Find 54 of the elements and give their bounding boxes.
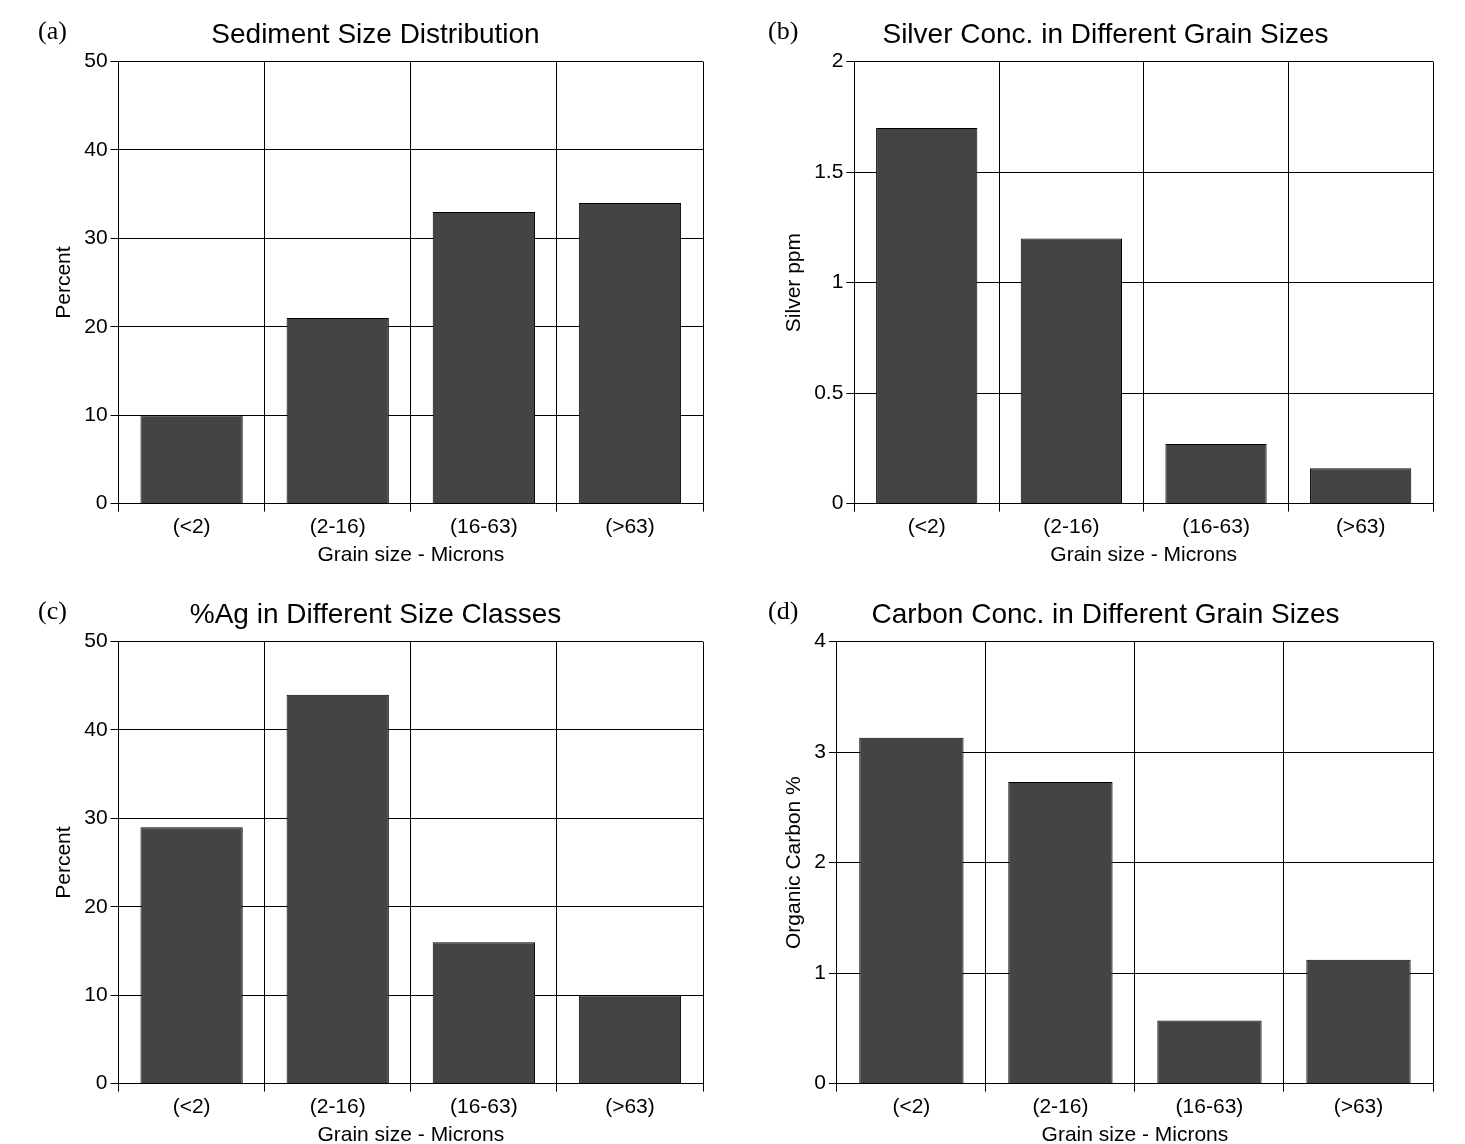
x-axis-title: Grain size - Microns [317, 542, 505, 566]
y-tick-label: 0 [831, 490, 844, 514]
x-tick-label: (2-16) [1043, 514, 1100, 537]
y-tick-label: 1.5 [814, 158, 844, 182]
y-tick-label: 1 [814, 959, 826, 983]
x-tick-label: (16-63) [1182, 514, 1250, 537]
y-tick-label: 2 [831, 48, 844, 72]
text: (b) [768, 16, 799, 46]
x-tick-label: (<2) [892, 1094, 931, 1117]
x-tick-label: (16-63) [449, 514, 518, 537]
y-tick-label: 3 [814, 738, 826, 762]
x-tick-label: (<2) [907, 514, 946, 537]
text: (d) [768, 596, 799, 626]
y-tick-label: 0.5 [814, 379, 844, 403]
y-axis-title: Organic Carbon % [781, 776, 805, 949]
y-tick-label: 50 [84, 48, 108, 72]
x-axis-title: Grain size - Microns [1041, 1122, 1229, 1144]
x-axis-title: Grain size - Microns [1050, 542, 1238, 566]
chart-title: Carbon Conc. in Different Grain Sizes [871, 597, 1340, 629]
x-tick-label: (<2) [172, 514, 211, 537]
y-tick-label: 0 [95, 1070, 108, 1094]
chart-title: Sediment Size Distribution [211, 17, 540, 49]
y-tick-label: 10 [84, 982, 108, 1005]
y-tick-label: 0 [814, 1070, 826, 1094]
x-tick-label: (2-16) [309, 514, 366, 537]
x-tick-label: (>63) [605, 514, 655, 537]
y-axis-title: Silver ppm [781, 233, 805, 333]
y-tick-label: 40 [84, 716, 108, 740]
chart-title: %Ag in Different Size Classes [189, 597, 562, 629]
x-tick-label: (16-63) [1175, 1094, 1244, 1117]
y-tick-label: 30 [84, 225, 108, 249]
x-tick-label: (2-16) [1032, 1094, 1089, 1117]
x-tick-label: (>63) [1335, 514, 1386, 537]
y-tick-label: 10 [84, 402, 108, 425]
chart-title: Silver Conc. in Different Grain Sizes [882, 17, 1329, 49]
x-tick-label: (>63) [1333, 1094, 1384, 1117]
x-tick-label: (>63) [605, 1094, 655, 1117]
x-tick-label: (16-63) [449, 1094, 518, 1117]
y-tick-label: 20 [84, 313, 108, 337]
x-tick-label: (<2) [172, 1094, 211, 1117]
y-axis-title: Percent [51, 246, 75, 319]
x-tick-label: (2-16) [309, 1094, 366, 1117]
y-tick-label: 2 [814, 849, 826, 873]
y-tick-label: 0 [95, 490, 108, 514]
y-tick-label: 1 [831, 269, 844, 293]
y-tick-label: 50 [84, 628, 108, 652]
y-tick-label: 20 [84, 893, 108, 917]
text: (a) [38, 16, 67, 46]
y-tick-label: 30 [84, 805, 108, 829]
y-tick-label: 4 [814, 628, 827, 652]
x-axis-title: Grain size - Microns [317, 1122, 505, 1144]
text: (c) [38, 596, 67, 626]
y-axis-title: Percent [51, 826, 75, 899]
y-tick-label: 40 [84, 136, 108, 160]
